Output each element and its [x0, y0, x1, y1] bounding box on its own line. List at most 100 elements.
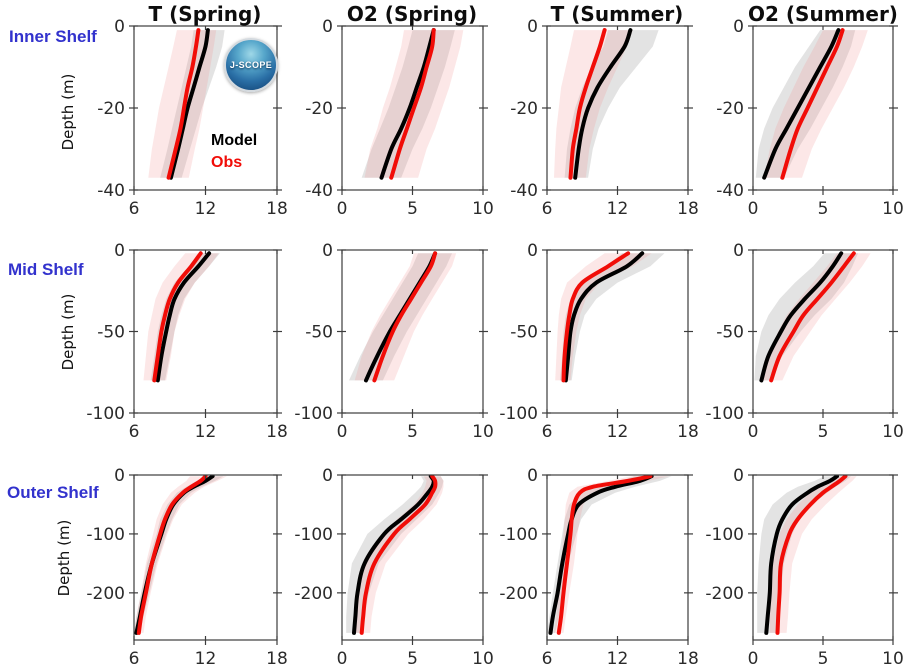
jscope-logo-text: J-SCOPE [229, 60, 273, 70]
svg-text:0: 0 [748, 199, 759, 219]
svg-text:-20: -20 [510, 99, 538, 119]
svg-text:-50: -50 [97, 323, 125, 343]
profile-chart-svg: 6 12 18 0 -50 -100 [86, 242, 288, 442]
svg-text:-200: -200 [86, 584, 125, 604]
legend-model-label: Model [211, 132, 258, 149]
subplot-outer-shelf-t-summer: 6 12 18 0 -100 -200 [489, 467, 704, 672]
subplot-mid-shelf-t-spring: 6 12 18 0 -50 -100 [76, 242, 293, 447]
svg-text:12: 12 [607, 649, 629, 669]
svg-text:0: 0 [527, 467, 538, 486]
svg-text:-40: -40 [510, 181, 538, 201]
row-label-inner-shelf: Inner Shelf [9, 27, 97, 46]
svg-text:10: 10 [882, 422, 904, 442]
svg-text:-40: -40 [97, 181, 125, 201]
svg-text:0: 0 [322, 242, 333, 261]
svg-text:-20: -20 [305, 99, 333, 119]
svg-text:0: 0 [114, 467, 125, 486]
subplot-mid-shelf-o2-spring: 0 5 10 0 -50 -100 [284, 242, 499, 447]
svg-text:5: 5 [818, 422, 829, 442]
profile-chart-svg: 6 12 18 0 -20 -40 [97, 18, 288, 219]
svg-text:10: 10 [472, 422, 494, 442]
svg-text:6: 6 [542, 422, 553, 442]
svg-text:0: 0 [114, 242, 125, 261]
svg-text:0: 0 [337, 649, 348, 669]
profile-chart-svg: 0 5 10 0 -100 -200 [294, 467, 494, 669]
svg-text:6: 6 [542, 199, 553, 219]
column-title-o2-spring: O2 (Spring) [346, 2, 478, 26]
svg-text:0: 0 [733, 467, 744, 486]
svg-text:0: 0 [114, 18, 125, 37]
svg-text:0: 0 [322, 467, 333, 486]
svg-text:5: 5 [407, 649, 418, 669]
svg-text:0: 0 [337, 422, 348, 442]
svg-text:0: 0 [748, 422, 759, 442]
svg-text:18: 18 [677, 649, 699, 669]
svg-text:12: 12 [195, 422, 217, 442]
svg-text:-100: -100 [705, 404, 744, 424]
svg-text:12: 12 [195, 649, 217, 669]
profile-chart-svg: 6 12 18 0 -100 -200 [499, 467, 699, 669]
svg-text:12: 12 [607, 199, 629, 219]
profile-chart-svg: 6 12 18 0 -50 -100 [499, 242, 699, 442]
svg-text:5: 5 [407, 199, 418, 219]
svg-text:-100: -100 [294, 404, 333, 424]
svg-text:10: 10 [472, 649, 494, 669]
subplot-inner-shelf-o2-spring: 0 5 10 0 -20 -40 [284, 18, 499, 224]
svg-text:5: 5 [818, 199, 829, 219]
row-label-mid-shelf: Mid Shelf [8, 260, 84, 279]
svg-text:6: 6 [129, 649, 140, 669]
svg-text:0: 0 [527, 18, 538, 37]
svg-text:-40: -40 [305, 181, 333, 201]
svg-text:-100: -100 [294, 525, 333, 545]
svg-text:0: 0 [733, 18, 744, 37]
column-title-t-spring: T (Spring) [148, 2, 262, 26]
svg-text:12: 12 [195, 199, 217, 219]
svg-text:-100: -100 [499, 404, 538, 424]
subplot-mid-shelf-o2-summer: 0 5 10 0 -50 -100 [695, 242, 909, 447]
svg-text:-100: -100 [705, 525, 744, 545]
subplot-outer-shelf-o2-spring: 0 5 10 0 -100 -200 [284, 467, 499, 672]
row-label-outer-shelf: Outer Shelf [7, 483, 99, 502]
svg-text:6: 6 [129, 199, 140, 219]
y-axis-label-depth-row3: Depth (m) [55, 519, 73, 597]
legend-obs-label: Obs [211, 154, 243, 171]
svg-text:18: 18 [266, 422, 288, 442]
profile-chart-svg: 0 5 10 0 -100 -200 [705, 467, 904, 669]
svg-text:6: 6 [129, 422, 140, 442]
svg-text:-20: -20 [97, 99, 125, 119]
profile-chart-svg: 0 5 10 0 -20 -40 [716, 18, 904, 219]
svg-text:12: 12 [607, 422, 629, 442]
svg-text:6: 6 [542, 649, 553, 669]
profile-chart-svg: 0 5 10 0 -50 -100 [294, 242, 494, 442]
svg-text:-50: -50 [305, 323, 333, 343]
subplot-mid-shelf-t-summer: 6 12 18 0 -50 -100 [489, 242, 704, 447]
subplot-outer-shelf-o2-summer: 0 5 10 0 -100 -200 [695, 467, 909, 672]
svg-text:-20: -20 [716, 99, 744, 119]
subplot-inner-shelf-t-summer: 6 12 18 0 -20 -40 [489, 18, 704, 224]
svg-text:5: 5 [407, 422, 418, 442]
svg-text:-200: -200 [499, 584, 538, 604]
svg-text:0: 0 [527, 242, 538, 261]
svg-text:-50: -50 [716, 323, 744, 343]
svg-text:10: 10 [882, 199, 904, 219]
subplot-inner-shelf-t-spring: 6 12 18 0 -20 -40 [76, 18, 293, 224]
svg-text:10: 10 [472, 199, 494, 219]
svg-text:0: 0 [322, 18, 333, 37]
svg-text:0: 0 [748, 649, 759, 669]
column-title-t-summer: T (Summer) [550, 2, 684, 26]
y-axis-label-depth-row2: Depth (m) [59, 293, 77, 371]
jscope-logo: J-SCOPE [224, 38, 278, 92]
subplot-inner-shelf-o2-summer: 0 5 10 0 -20 -40 [695, 18, 909, 224]
svg-text:10: 10 [882, 649, 904, 669]
svg-text:5: 5 [818, 649, 829, 669]
svg-text:-50: -50 [510, 323, 538, 343]
column-title-o2-summer: O2 (Summer) [748, 2, 898, 26]
subplot-outer-shelf-t-spring: 6 12 18 0 -100 -200 [76, 467, 293, 672]
profile-chart-svg: 6 12 18 0 -20 -40 [510, 18, 699, 219]
svg-text:18: 18 [677, 422, 699, 442]
svg-text:-100: -100 [86, 525, 125, 545]
svg-text:18: 18 [266, 649, 288, 669]
svg-text:18: 18 [266, 199, 288, 219]
y-axis-label-depth-row1: Depth (m) [59, 73, 77, 151]
